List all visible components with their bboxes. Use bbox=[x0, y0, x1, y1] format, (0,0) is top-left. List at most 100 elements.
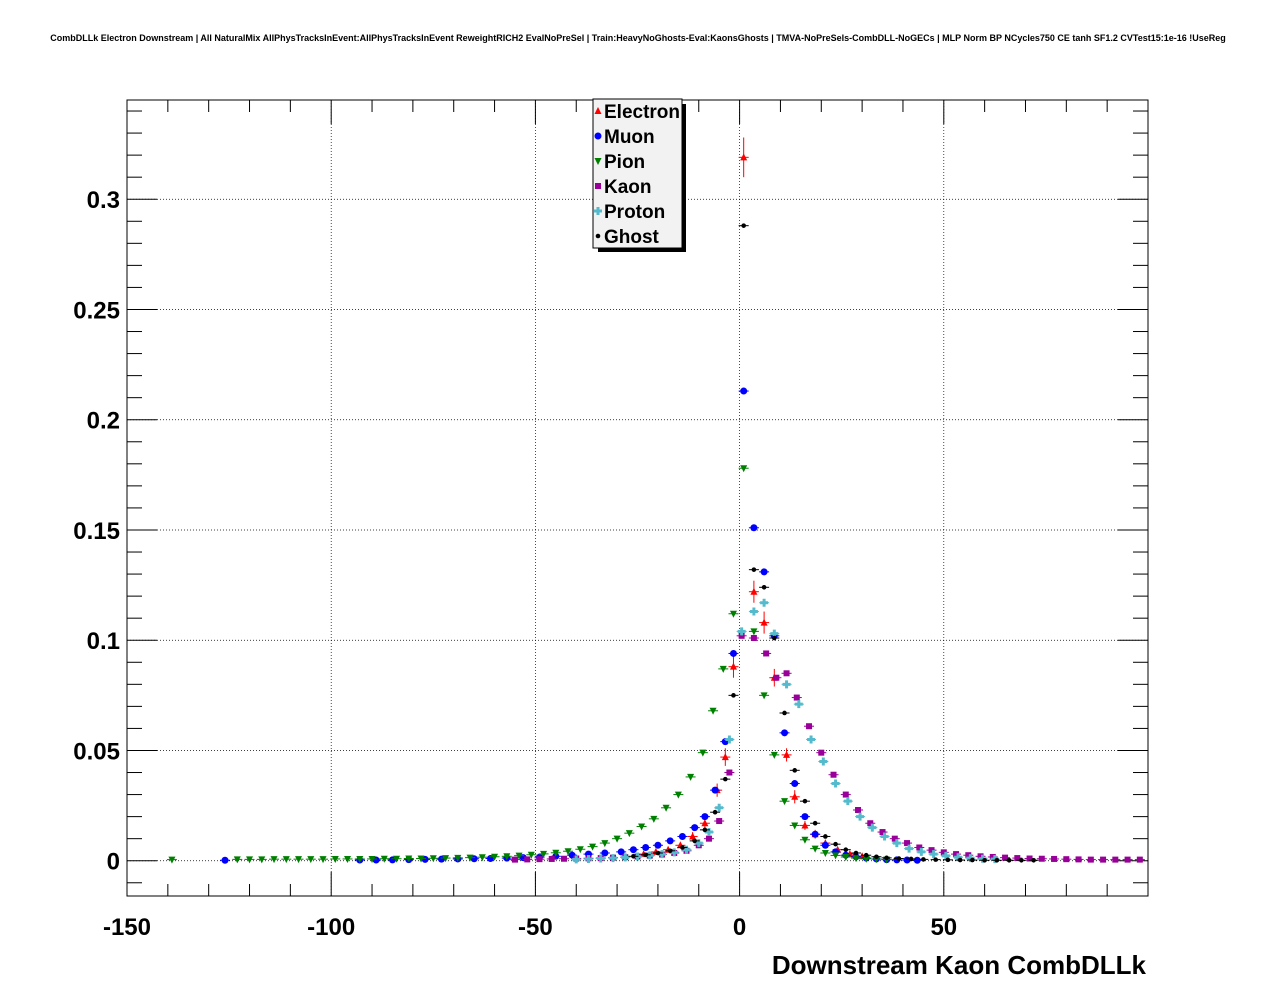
data-point bbox=[831, 779, 840, 788]
data-point bbox=[806, 723, 813, 730]
data-point bbox=[855, 807, 862, 814]
data-point bbox=[940, 849, 947, 856]
data-point bbox=[319, 856, 327, 864]
data-point bbox=[842, 791, 849, 798]
data-point bbox=[880, 832, 889, 841]
data-point bbox=[896, 856, 902, 861]
legend-label: Pion bbox=[604, 152, 645, 173]
data-point bbox=[842, 853, 850, 861]
data-point bbox=[429, 855, 437, 863]
data-point bbox=[655, 850, 661, 856]
data-point bbox=[331, 855, 339, 863]
series-muon bbox=[220, 387, 923, 864]
data-point bbox=[868, 823, 877, 832]
data-point bbox=[750, 587, 758, 595]
legend-marker bbox=[594, 107, 602, 114]
data-point bbox=[977, 853, 984, 860]
data-point bbox=[737, 627, 746, 636]
data-point bbox=[929, 850, 938, 859]
data-point bbox=[702, 827, 708, 833]
data-point bbox=[823, 834, 828, 839]
data-point bbox=[791, 822, 799, 830]
data-point bbox=[773, 674, 780, 681]
y-tick-label: 0.15 bbox=[73, 518, 120, 545]
data-point bbox=[643, 852, 648, 858]
data-point bbox=[863, 852, 869, 858]
legend-label: Muon bbox=[604, 127, 655, 148]
legend-marker bbox=[594, 207, 602, 215]
data-point bbox=[783, 670, 790, 677]
data-point bbox=[801, 813, 809, 821]
data-point bbox=[295, 856, 303, 864]
data-point bbox=[749, 607, 758, 616]
data-point bbox=[818, 749, 825, 756]
data-point bbox=[953, 851, 960, 858]
data-point bbox=[680, 845, 685, 850]
data-point bbox=[760, 598, 769, 607]
data-point bbox=[388, 856, 396, 864]
data-point bbox=[589, 843, 597, 851]
data-point bbox=[1006, 857, 1012, 863]
data-point bbox=[874, 854, 879, 860]
data-point bbox=[913, 856, 921, 864]
data-point bbox=[867, 820, 874, 827]
data-point bbox=[884, 855, 889, 861]
data-point bbox=[843, 847, 849, 852]
data-point bbox=[1087, 856, 1094, 863]
data-point bbox=[782, 710, 787, 716]
series-proton bbox=[571, 598, 1000, 864]
axis-ticks bbox=[126, 100, 1149, 896]
data-point bbox=[704, 828, 713, 837]
data-point bbox=[709, 707, 717, 715]
data-point bbox=[638, 823, 646, 831]
data-point bbox=[270, 856, 278, 864]
chart-title: CombDLLk Electron Downstream | All Natur… bbox=[50, 33, 1226, 43]
data-point bbox=[801, 836, 809, 844]
data-point bbox=[625, 830, 633, 838]
data-point bbox=[613, 835, 621, 843]
data-point bbox=[1038, 855, 1045, 862]
data-point bbox=[233, 856, 241, 864]
data-point bbox=[674, 791, 682, 799]
y-tick-label: 0 bbox=[107, 849, 120, 876]
data-point bbox=[812, 820, 818, 826]
data-point bbox=[678, 832, 686, 840]
data-point bbox=[344, 855, 352, 863]
data-point bbox=[770, 629, 779, 638]
x-tick-label: -100 bbox=[307, 914, 355, 941]
data-point bbox=[552, 849, 560, 857]
data-point bbox=[694, 839, 703, 848]
data-point bbox=[783, 750, 791, 758]
data-point bbox=[843, 797, 852, 806]
data-point bbox=[715, 803, 724, 812]
data-point bbox=[662, 804, 670, 812]
data-point bbox=[750, 524, 758, 532]
data-point bbox=[670, 848, 679, 857]
x-axis-title: Downstream Kaon CombDLLk bbox=[772, 950, 1147, 980]
data-point bbox=[740, 465, 748, 473]
data-point bbox=[368, 855, 376, 863]
x-tick-label: 0 bbox=[733, 914, 746, 941]
x-tick-label: -150 bbox=[103, 914, 151, 941]
data-point bbox=[617, 848, 625, 856]
data-point bbox=[781, 729, 789, 737]
legend-box bbox=[592, 98, 683, 249]
data-point bbox=[372, 856, 380, 864]
data-point bbox=[584, 854, 593, 863]
data-point bbox=[515, 852, 523, 860]
data-point bbox=[682, 845, 691, 854]
data-point bbox=[916, 844, 923, 851]
legend-label: Proton bbox=[604, 202, 665, 223]
data-point bbox=[393, 855, 401, 863]
data-point bbox=[701, 819, 709, 827]
data-point bbox=[608, 854, 617, 863]
y-tick-label: 0.3 bbox=[87, 187, 120, 214]
x-tick-label: -50 bbox=[518, 914, 553, 941]
data-point bbox=[957, 857, 963, 863]
data-point bbox=[903, 856, 911, 864]
data-point bbox=[750, 628, 758, 636]
data-point bbox=[723, 776, 728, 782]
x-tick-label: 50 bbox=[930, 914, 957, 941]
data-point bbox=[821, 841, 829, 849]
data-point bbox=[729, 649, 737, 657]
